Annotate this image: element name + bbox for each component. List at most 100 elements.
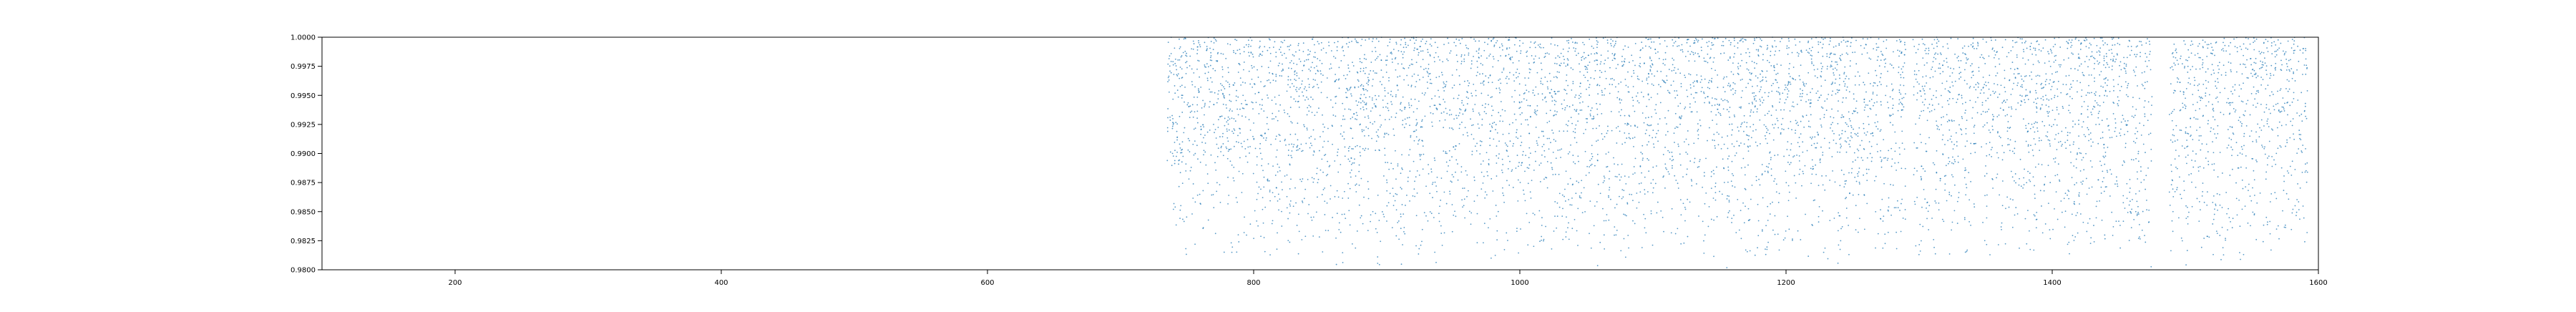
scatter-point xyxy=(1390,52,1392,53)
scatter-point xyxy=(1349,172,1351,174)
scatter-point xyxy=(1213,207,1215,209)
scatter-point xyxy=(1363,196,1365,198)
scatter-point xyxy=(1205,164,1207,166)
scatter-point xyxy=(2014,214,2016,216)
scatter-point xyxy=(1465,96,1468,98)
scatter-point xyxy=(2104,155,2107,157)
scatter-point xyxy=(2049,238,2051,240)
scatter-point xyxy=(1185,170,1187,172)
scatter-point xyxy=(1647,72,1649,74)
scatter-point xyxy=(1290,121,1292,122)
scatter-point xyxy=(2041,232,2044,234)
scatter-point xyxy=(1757,235,1760,237)
scatter-point xyxy=(1609,67,1611,69)
scatter-point xyxy=(2144,87,2146,89)
scatter-point xyxy=(1885,94,1887,97)
scatter-point xyxy=(1965,127,1967,130)
scatter-point xyxy=(1498,157,1500,159)
scatter-point xyxy=(1544,96,1546,98)
scatter-point xyxy=(1395,192,1397,195)
scatter-point xyxy=(1171,152,1174,155)
scatter-point xyxy=(2027,59,2029,61)
scatter-point xyxy=(1727,181,1729,183)
scatter-point xyxy=(1651,116,1653,118)
scatter-point xyxy=(1810,99,1812,101)
scatter-point xyxy=(1256,220,1258,222)
scatter-point xyxy=(2123,57,2125,59)
scatter-point xyxy=(1729,86,1731,87)
scatter-point xyxy=(1367,77,1369,79)
scatter-point xyxy=(1282,63,1283,65)
scatter-point xyxy=(1845,197,1848,198)
scatter-point xyxy=(1414,195,1416,198)
scatter-point xyxy=(1314,52,1316,54)
scatter-point xyxy=(1468,97,1469,99)
scatter-point xyxy=(1662,79,1664,81)
scatter-point xyxy=(1440,199,1442,201)
scatter-point xyxy=(1941,139,1943,141)
scatter-point xyxy=(1729,56,1731,58)
scatter-point xyxy=(1970,44,1972,46)
scatter-point xyxy=(2067,140,2069,141)
scatter-point xyxy=(2041,82,2043,84)
scatter-point xyxy=(1259,142,1262,145)
scatter-point xyxy=(1423,69,1425,70)
scatter-point xyxy=(1479,114,1480,116)
scatter-point xyxy=(2133,71,2135,73)
scatter-point xyxy=(1192,116,1194,118)
scatter-point xyxy=(1513,113,1516,115)
scatter-point xyxy=(2079,152,2081,154)
scatter-point xyxy=(1589,62,1591,63)
scatter-point xyxy=(2245,167,2248,169)
scatter-point xyxy=(1564,188,1566,190)
scatter-point xyxy=(1579,102,1581,104)
scatter-point xyxy=(1360,108,1362,109)
scatter-point xyxy=(1406,74,1408,77)
scatter-point xyxy=(1418,54,1420,56)
scatter-point xyxy=(1652,192,1654,194)
scatter-point xyxy=(1929,88,1931,90)
scatter-point xyxy=(1260,108,1262,110)
scatter-point xyxy=(1324,154,1327,155)
scatter-point xyxy=(2255,62,2257,64)
scatter-point xyxy=(1972,107,1974,109)
scatter-point xyxy=(1243,107,1245,109)
scatter-point xyxy=(1770,65,1772,67)
scatter-point xyxy=(2116,53,2118,54)
scatter-point xyxy=(1875,247,1876,249)
scatter-point xyxy=(2097,60,2098,62)
scatter-point xyxy=(1709,102,1710,104)
scatter-point xyxy=(2140,134,2142,136)
scatter-point xyxy=(2228,102,2230,104)
scatter-point xyxy=(1795,130,1797,132)
scatter-point xyxy=(1606,130,1609,132)
scatter-point xyxy=(1757,49,1760,51)
scatter-point xyxy=(1855,63,1858,65)
scatter-point xyxy=(2284,224,2286,226)
scatter-point xyxy=(2185,218,2187,220)
scatter-point xyxy=(2085,37,2087,39)
scatter-point xyxy=(1365,126,1367,128)
scatter-point xyxy=(1186,104,1189,106)
scatter-point xyxy=(2072,53,2074,55)
scatter-point xyxy=(1953,120,1955,122)
scatter-point xyxy=(1390,52,1392,54)
scatter-point xyxy=(2124,134,2125,135)
scatter-point xyxy=(2124,147,2127,148)
scatter-point xyxy=(2091,114,2093,116)
scatter-point xyxy=(1858,181,1860,183)
scatter-point xyxy=(1447,37,1448,39)
scatter-point xyxy=(1518,94,1521,96)
scatter-point xyxy=(1946,62,1948,63)
scatter-point xyxy=(2218,68,2220,70)
scatter-point xyxy=(1567,125,1568,127)
scatter-point xyxy=(1890,165,1893,167)
scatter-point xyxy=(1646,79,1648,81)
scatter-point xyxy=(2034,198,2036,200)
scatter-point xyxy=(2010,115,2012,117)
scatter-point xyxy=(1880,59,1882,62)
scatter-point xyxy=(1221,84,1223,87)
scatter-point xyxy=(1663,230,1664,233)
scatter-point xyxy=(1525,119,1526,121)
scatter-point xyxy=(1740,210,1742,212)
